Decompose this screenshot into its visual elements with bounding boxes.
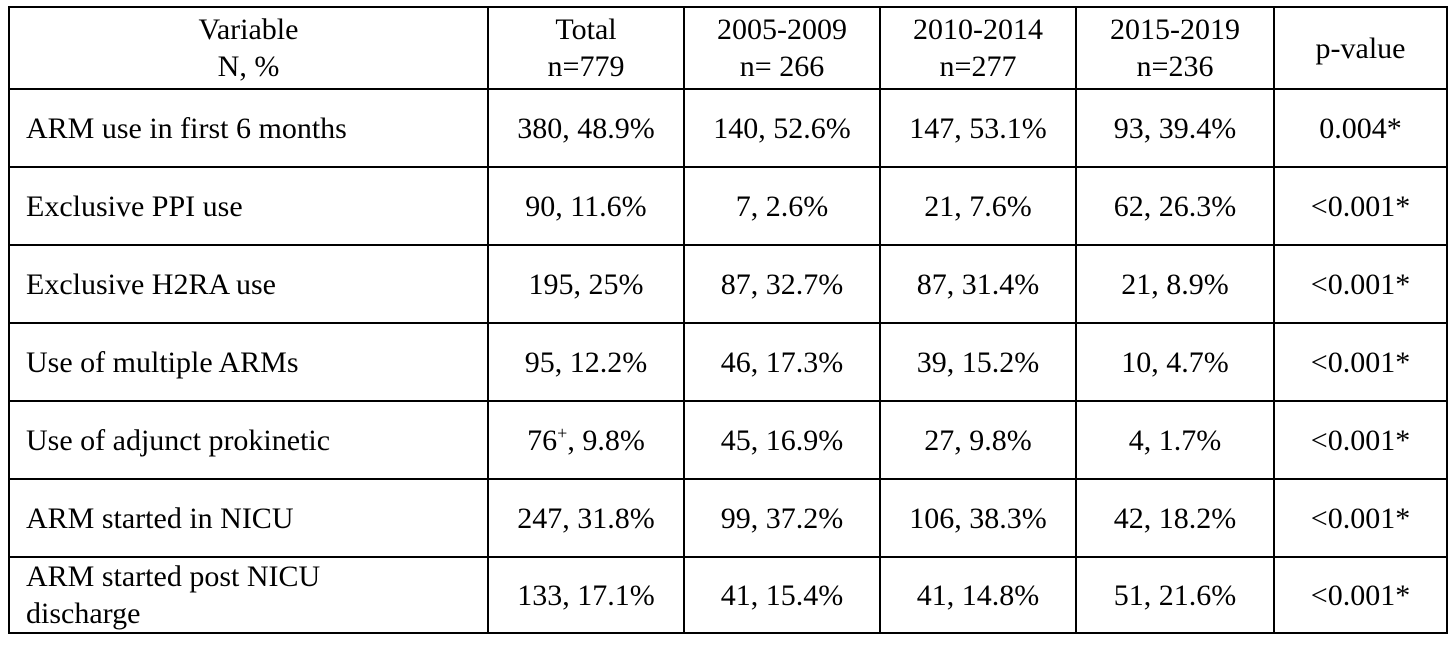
row-label: Use of adjunct prokinetic xyxy=(8,400,489,480)
plus-superscript: + xyxy=(557,422,568,443)
table-row: ARM started in NICU 247, 31.8% 99, 37.2%… xyxy=(8,478,1448,558)
header-2015-line2: n=236 xyxy=(1136,50,1214,83)
row-label: Exclusive H2RA use xyxy=(8,244,489,324)
row-label: Exclusive PPI use xyxy=(8,166,489,246)
header-2010-line1: 2010-2014 xyxy=(913,13,1043,46)
header-row: Variable N, % Total n=779 2005-2009 n= 2… xyxy=(8,6,1448,90)
header-variable: Variable N, % xyxy=(8,6,489,90)
cell-p-value: <0.001* xyxy=(1273,166,1448,246)
cell-total: 195, 25% xyxy=(487,244,685,324)
header-variable-line1: Variable xyxy=(198,13,299,46)
cell-2010-2014: 106, 38.3% xyxy=(879,478,1077,558)
cell-2005-2009: 87, 32.7% xyxy=(683,244,881,324)
cell-total: 133, 17.1% xyxy=(487,556,685,634)
cell-2015-2019: 42, 18.2% xyxy=(1075,478,1275,558)
cell-2010-2014: 87, 31.4% xyxy=(879,244,1077,324)
cell-p-value: <0.001* xyxy=(1273,322,1448,402)
cell-total-rest: , 9.8% xyxy=(567,423,645,457)
cell-2010-2014: 39, 15.2% xyxy=(879,322,1077,402)
row-label: Use of multiple ARMs xyxy=(8,322,489,402)
cell-2010-2014: 27, 9.8% xyxy=(879,400,1077,480)
cell-p-value: <0.001* xyxy=(1273,478,1448,558)
cell-total: 76+, 9.8% xyxy=(487,400,685,480)
header-2010-2014: 2010-2014 n=277 xyxy=(879,6,1077,90)
header-total-line2: n=779 xyxy=(547,50,625,83)
header-total-line1: Total xyxy=(555,13,617,46)
table-row: ARM use in first 6 months 380, 48.9% 140… xyxy=(8,88,1448,168)
cell-2015-2019: 62, 26.3% xyxy=(1075,166,1275,246)
table-row: Exclusive H2RA use 195, 25% 87, 32.7% 87… xyxy=(8,244,1448,324)
table-row: Exclusive PPI use 90, 11.6% 7, 2.6% 21, … xyxy=(8,166,1448,246)
cell-2005-2009: 99, 37.2% xyxy=(683,478,881,558)
cell-2015-2019: 10, 4.7% xyxy=(1075,322,1275,402)
cell-2010-2014: 21, 7.6% xyxy=(879,166,1077,246)
cell-total: 380, 48.9% xyxy=(487,88,685,168)
cell-total: 90, 11.6% xyxy=(487,166,685,246)
data-table: Variable N, % Total n=779 2005-2009 n= 2… xyxy=(8,6,1448,634)
header-2015-2019: 2015-2019 n=236 xyxy=(1075,6,1275,90)
cell-2005-2009: 45, 16.9% xyxy=(683,400,881,480)
header-total: Total n=779 xyxy=(487,6,685,90)
row-label-line1: ARM started post NICU xyxy=(26,560,321,593)
cell-total-value: 76 xyxy=(527,423,558,457)
cell-2010-2014: 41, 14.8% xyxy=(879,556,1077,634)
row-label: ARM started in NICU xyxy=(8,478,489,558)
header-2005-line1: 2005-2009 xyxy=(717,13,847,46)
header-variable-line2: N, % xyxy=(217,50,280,83)
cell-p-value: <0.001* xyxy=(1273,400,1448,480)
table-row: ARM started post NICU discharge 133, 17.… xyxy=(8,556,1448,634)
cell-p-value: <0.001* xyxy=(1273,244,1448,324)
cell-total: 247, 31.8% xyxy=(487,478,685,558)
cell-2015-2019: 51, 21.6% xyxy=(1075,556,1275,634)
header-pvalue-label: p-value xyxy=(1315,31,1406,65)
cell-2010-2014: 147, 53.1% xyxy=(879,88,1077,168)
header-2010-line2: n=277 xyxy=(939,50,1017,83)
table-row: Use of multiple ARMs 95, 12.2% 46, 17.3%… xyxy=(8,322,1448,402)
row-label: ARM started post NICU discharge xyxy=(8,556,489,634)
header-2005-2009: 2005-2009 n= 266 xyxy=(683,6,881,90)
cell-p-value: 0.004* xyxy=(1273,88,1448,168)
cell-2005-2009: 140, 52.6% xyxy=(683,88,881,168)
header-p-value: p-value xyxy=(1273,6,1448,90)
table-row: Use of adjunct prokinetic 76+, 9.8% 45, … xyxy=(8,400,1448,480)
cell-total: 95, 12.2% xyxy=(487,322,685,402)
header-2015-line1: 2015-2019 xyxy=(1110,13,1240,46)
row-label-line2: discharge xyxy=(26,597,141,630)
row-label: ARM use in first 6 months xyxy=(8,88,489,168)
cell-2005-2009: 7, 2.6% xyxy=(683,166,881,246)
cell-2015-2019: 4, 1.7% xyxy=(1075,400,1275,480)
cell-p-value: <0.001* xyxy=(1273,556,1448,634)
cell-2005-2009: 46, 17.3% xyxy=(683,322,881,402)
cell-2015-2019: 21, 8.9% xyxy=(1075,244,1275,324)
cell-2015-2019: 93, 39.4% xyxy=(1075,88,1275,168)
cell-2005-2009: 41, 15.4% xyxy=(683,556,881,634)
header-2005-line2: n= 266 xyxy=(739,50,825,83)
